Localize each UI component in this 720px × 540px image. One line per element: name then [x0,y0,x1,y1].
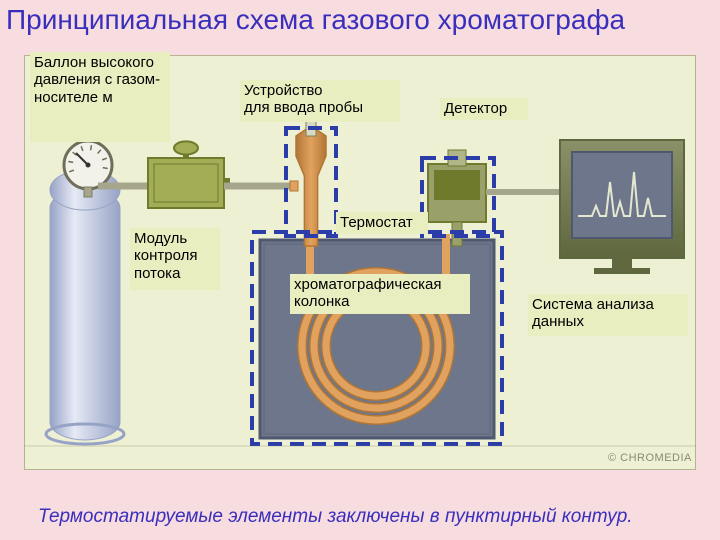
footer-caption: Термостатируемые элементы заключены в пу… [38,506,633,528]
label-cylinder: Баллон высокого давления с газом-носител… [30,52,170,142]
label-detector: Детектор [440,98,528,120]
label-thermostat: Термостат [336,212,428,234]
label-column: хроматографическая колонка [290,274,470,314]
label-injector: Устройство для ввода пробы [240,80,400,122]
label-data-system: Система анализа данных [528,294,688,336]
label-flow-module: Модуль контроля потока [130,228,220,290]
copyright-text: © CHROMEDIA [608,452,692,464]
